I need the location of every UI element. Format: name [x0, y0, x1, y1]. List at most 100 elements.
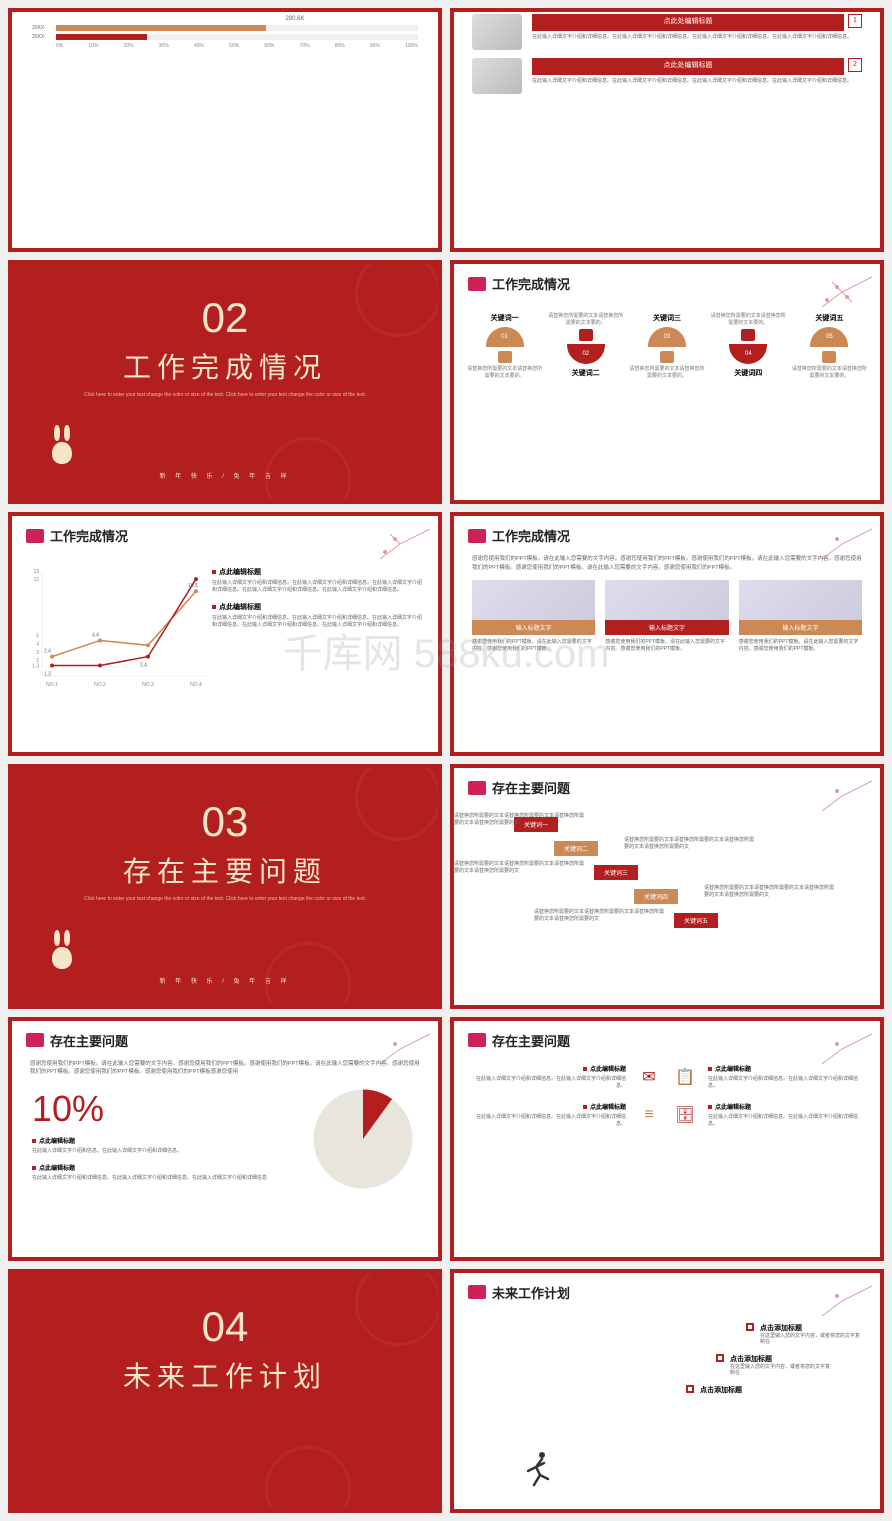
keyword-arc: 04 — [729, 344, 767, 364]
line-chart-svg: 1.323451213 NO.1NO.2NO.3NO.4 2.44.410.51… — [22, 561, 212, 691]
svg-text:NO.2: NO.2 — [94, 682, 106, 688]
rabbit-icon — [42, 420, 82, 470]
plan-text: 在这里输入您的文字内容，或者将您的文字复制在 — [730, 1364, 830, 1377]
card: 输入标题文字感谢您使用我们的PPT模板。请在此输入您需要的文字内容。感谢您使用我… — [605, 580, 728, 653]
runner-icon — [514, 1449, 554, 1489]
axis-tick: 40% — [194, 43, 204, 49]
keyword-text: 请替换您所需要的文本请替换您所需要的文本要的。 — [791, 366, 868, 379]
item-thumbnail — [472, 14, 522, 50]
svg-text:4.4: 4.4 — [92, 633, 99, 639]
slide-title: 存在主要问题 — [50, 1031, 128, 1050]
stair-step: 关键词四 — [634, 889, 678, 904]
slide-future-plan: 未来工作计划 点击添加标题在这里输入您的文字内容，或者将您的文字复制在点击添加标… — [450, 1269, 884, 1513]
svg-text:2: 2 — [36, 658, 39, 664]
item-icon: 🗄 — [672, 1102, 698, 1128]
item-number: 2 — [848, 58, 862, 72]
section-title: 工作完成情况 — [12, 346, 438, 386]
slide-title: 工作完成情况 — [492, 526, 570, 545]
plan-step: 点击添加标题在这里输入您的文字内容，或者将您的文字复制在 — [716, 1354, 860, 1377]
section-title: 未来工作计划 — [12, 1355, 438, 1395]
grid-item: 点此编辑标题在此输入详细文字介绍和详细信息。在此输入详细文字介绍和详细信息。 — [472, 1064, 626, 1090]
item-title: 点此编辑标题 — [472, 1102, 626, 1111]
card-text: 感谢您使用我们的PPT模板。请在此输入您需要的文字内容。感谢您使用我们的PPT模… — [739, 639, 862, 653]
svg-text:4: 4 — [36, 642, 39, 648]
keyword-icon — [822, 351, 836, 363]
card-label: 输入标题文字 — [472, 620, 595, 635]
card-image — [739, 580, 862, 620]
pie-chart — [308, 1084, 418, 1194]
rabbit-icon — [468, 781, 486, 795]
stair-text: 请替换您所需要的文本请替换您所需要的文本请替换您所需要的文本请替换您所需要的文 — [534, 909, 664, 922]
plan-title: 点击添加标题 — [700, 1385, 800, 1395]
stair-text: 请替换您所需要的文本请替换您所需要的文本请替换您所需要的文本请替换您所需要的文 — [704, 885, 834, 898]
rabbit-icon — [468, 1033, 486, 1047]
axis-tick: 100% — [405, 43, 418, 49]
item-number: 1 — [848, 14, 862, 28]
section-subtitle: Click here to enter your text change the… — [12, 896, 438, 903]
stair-step: 关键词五 — [674, 913, 718, 928]
keyword-icon — [579, 329, 593, 341]
keyword-column: 请替换您所需要的文本请替换您所需要的文本要的。02关键词二 — [547, 313, 624, 382]
bullet-title: 点此编辑标题 — [32, 1136, 288, 1145]
rabbit-icon — [42, 925, 82, 975]
slide-title: 存在主要问题 — [492, 1031, 570, 1050]
slide-two-items: 点此处编辑标题1在此输入详细文字介绍和详细信息。在此输入详细文字介绍和详细信息。… — [450, 8, 884, 252]
branch-decoration — [792, 272, 872, 332]
item-text: 在此输入详细文字介绍和详细信息。在此输入详细文字介绍和详细信息。 — [708, 1114, 862, 1128]
card-image — [605, 580, 728, 620]
slide-title: 工作完成情况 — [492, 274, 570, 293]
grid-item: 点此编辑标题在此输入详细文字介绍和详细信息。在此输入详细文字介绍和详细信息。 — [472, 1102, 626, 1128]
rabbit-icon — [468, 529, 486, 543]
keyword-text: 请替换您所需要的文本请替换您所需要的文本要的。 — [466, 366, 543, 379]
card-text: 感谢您使用我们的PPT模板。请在此输入您需要的文字内容。感谢您使用我们的PPT模… — [605, 639, 728, 653]
edit-title: 点此编辑标题 — [212, 567, 424, 577]
section-title: 存在主要问题 — [12, 850, 438, 890]
keyword-arc: 02 — [567, 344, 605, 364]
plan-marker — [746, 1323, 754, 1331]
branch-decoration — [350, 1029, 430, 1089]
bar-year: 20XX — [32, 25, 52, 31]
plan-marker — [716, 1354, 724, 1362]
section-subtitle: Click here to enter your text change the… — [12, 392, 438, 399]
slide-pie: 存在主要问题 感谢您使用我们的PPT模板。请在此输入您需要的文字内容。感谢您使用… — [8, 1017, 442, 1261]
section-02: 02 工作完成情况 Click here to enter your text … — [8, 260, 442, 504]
bullet-title: 点此编辑标题 — [32, 1163, 288, 1172]
svg-text:1.3: 1.3 — [32, 664, 39, 670]
branch-decoration — [792, 524, 872, 584]
svg-text:NO.1: NO.1 — [46, 682, 58, 688]
stair-text: 请替换您所需要的文本请替换您所需要的文本请替换您所需要的文本请替换您所需要的文 — [454, 861, 584, 874]
keyword-column: 关键词一01请替换您所需要的文本请替换您所需要的文本要的。 — [466, 313, 543, 382]
section-04: 04 未来工作计划 — [8, 1269, 442, 1513]
item-text: 在此输入详细文字介绍和详细信息。在此输入详细文字介绍和详细信息。在此输入详细文字… — [532, 78, 862, 85]
grid-item: 点此编辑标题在此输入详细文字介绍和详细信息。在此输入详细文字介绍和详细信息。 — [708, 1102, 862, 1128]
card-label: 输入标题文字 — [605, 620, 728, 635]
axis-tick: 60% — [264, 43, 274, 49]
keyword-label: 关键词一 — [466, 313, 543, 323]
rabbit-icon — [468, 1285, 486, 1299]
item-text: 在此输入详细文字介绍和详细信息。在此输入详细文字介绍和详细信息。在此输入详细文字… — [532, 34, 862, 41]
slide-title: 未来工作计划 — [492, 1283, 570, 1302]
stair-text: 请替换您所需要的文本请替换您所需要的文本请替换您所需要的文本请替换您所需要的文 — [454, 813, 584, 826]
plan-text: 在这里输入您的文字内容，或者将您的文字复制在 — [760, 1333, 860, 1346]
section-number: 04 — [12, 1303, 438, 1351]
stair-step: 关键词二 — [554, 841, 598, 856]
stair-text: 请替换您所需要的文本请替换您所需要的文本请替换您所需要的文本请替换您所需要的文 — [624, 837, 754, 850]
svg-text:12: 12 — [33, 577, 39, 583]
card-text: 感谢您使用我们的PPT模板。请在此输入您需要的文字内容。感谢您使用我们的PPT模… — [472, 639, 595, 653]
axis-tick: 80% — [335, 43, 345, 49]
section-footer: 新 年 快 乐 / 兔 年 吉 祥 — [12, 471, 438, 480]
plan-step: 点击添加标题在这里输入您的文字内容，或者将您的文字复制在 — [746, 1323, 860, 1346]
axis-tick: 50% — [229, 43, 239, 49]
svg-text:13: 13 — [33, 569, 39, 575]
axis-tick: 10% — [88, 43, 98, 49]
axis-tick: 70% — [300, 43, 310, 49]
axis-tick: 0% — [56, 43, 63, 49]
edit-text: 在此输入详细文字介绍和详细信息。在此输入详细文字介绍和详细信息。在此输入详细文字… — [212, 615, 424, 629]
section-number: 03 — [12, 798, 438, 846]
slide-title: 工作完成情况 — [50, 526, 128, 545]
branch-decoration — [792, 1029, 872, 1089]
bar-year: 20XX — [32, 34, 52, 40]
bar-top-label: 280.6K — [32, 16, 418, 22]
axis-tick: 30% — [159, 43, 169, 49]
card: 输入标题文字感谢您使用我们的PPT模板。请在此输入您需要的文字内容。感谢您使用我… — [739, 580, 862, 653]
